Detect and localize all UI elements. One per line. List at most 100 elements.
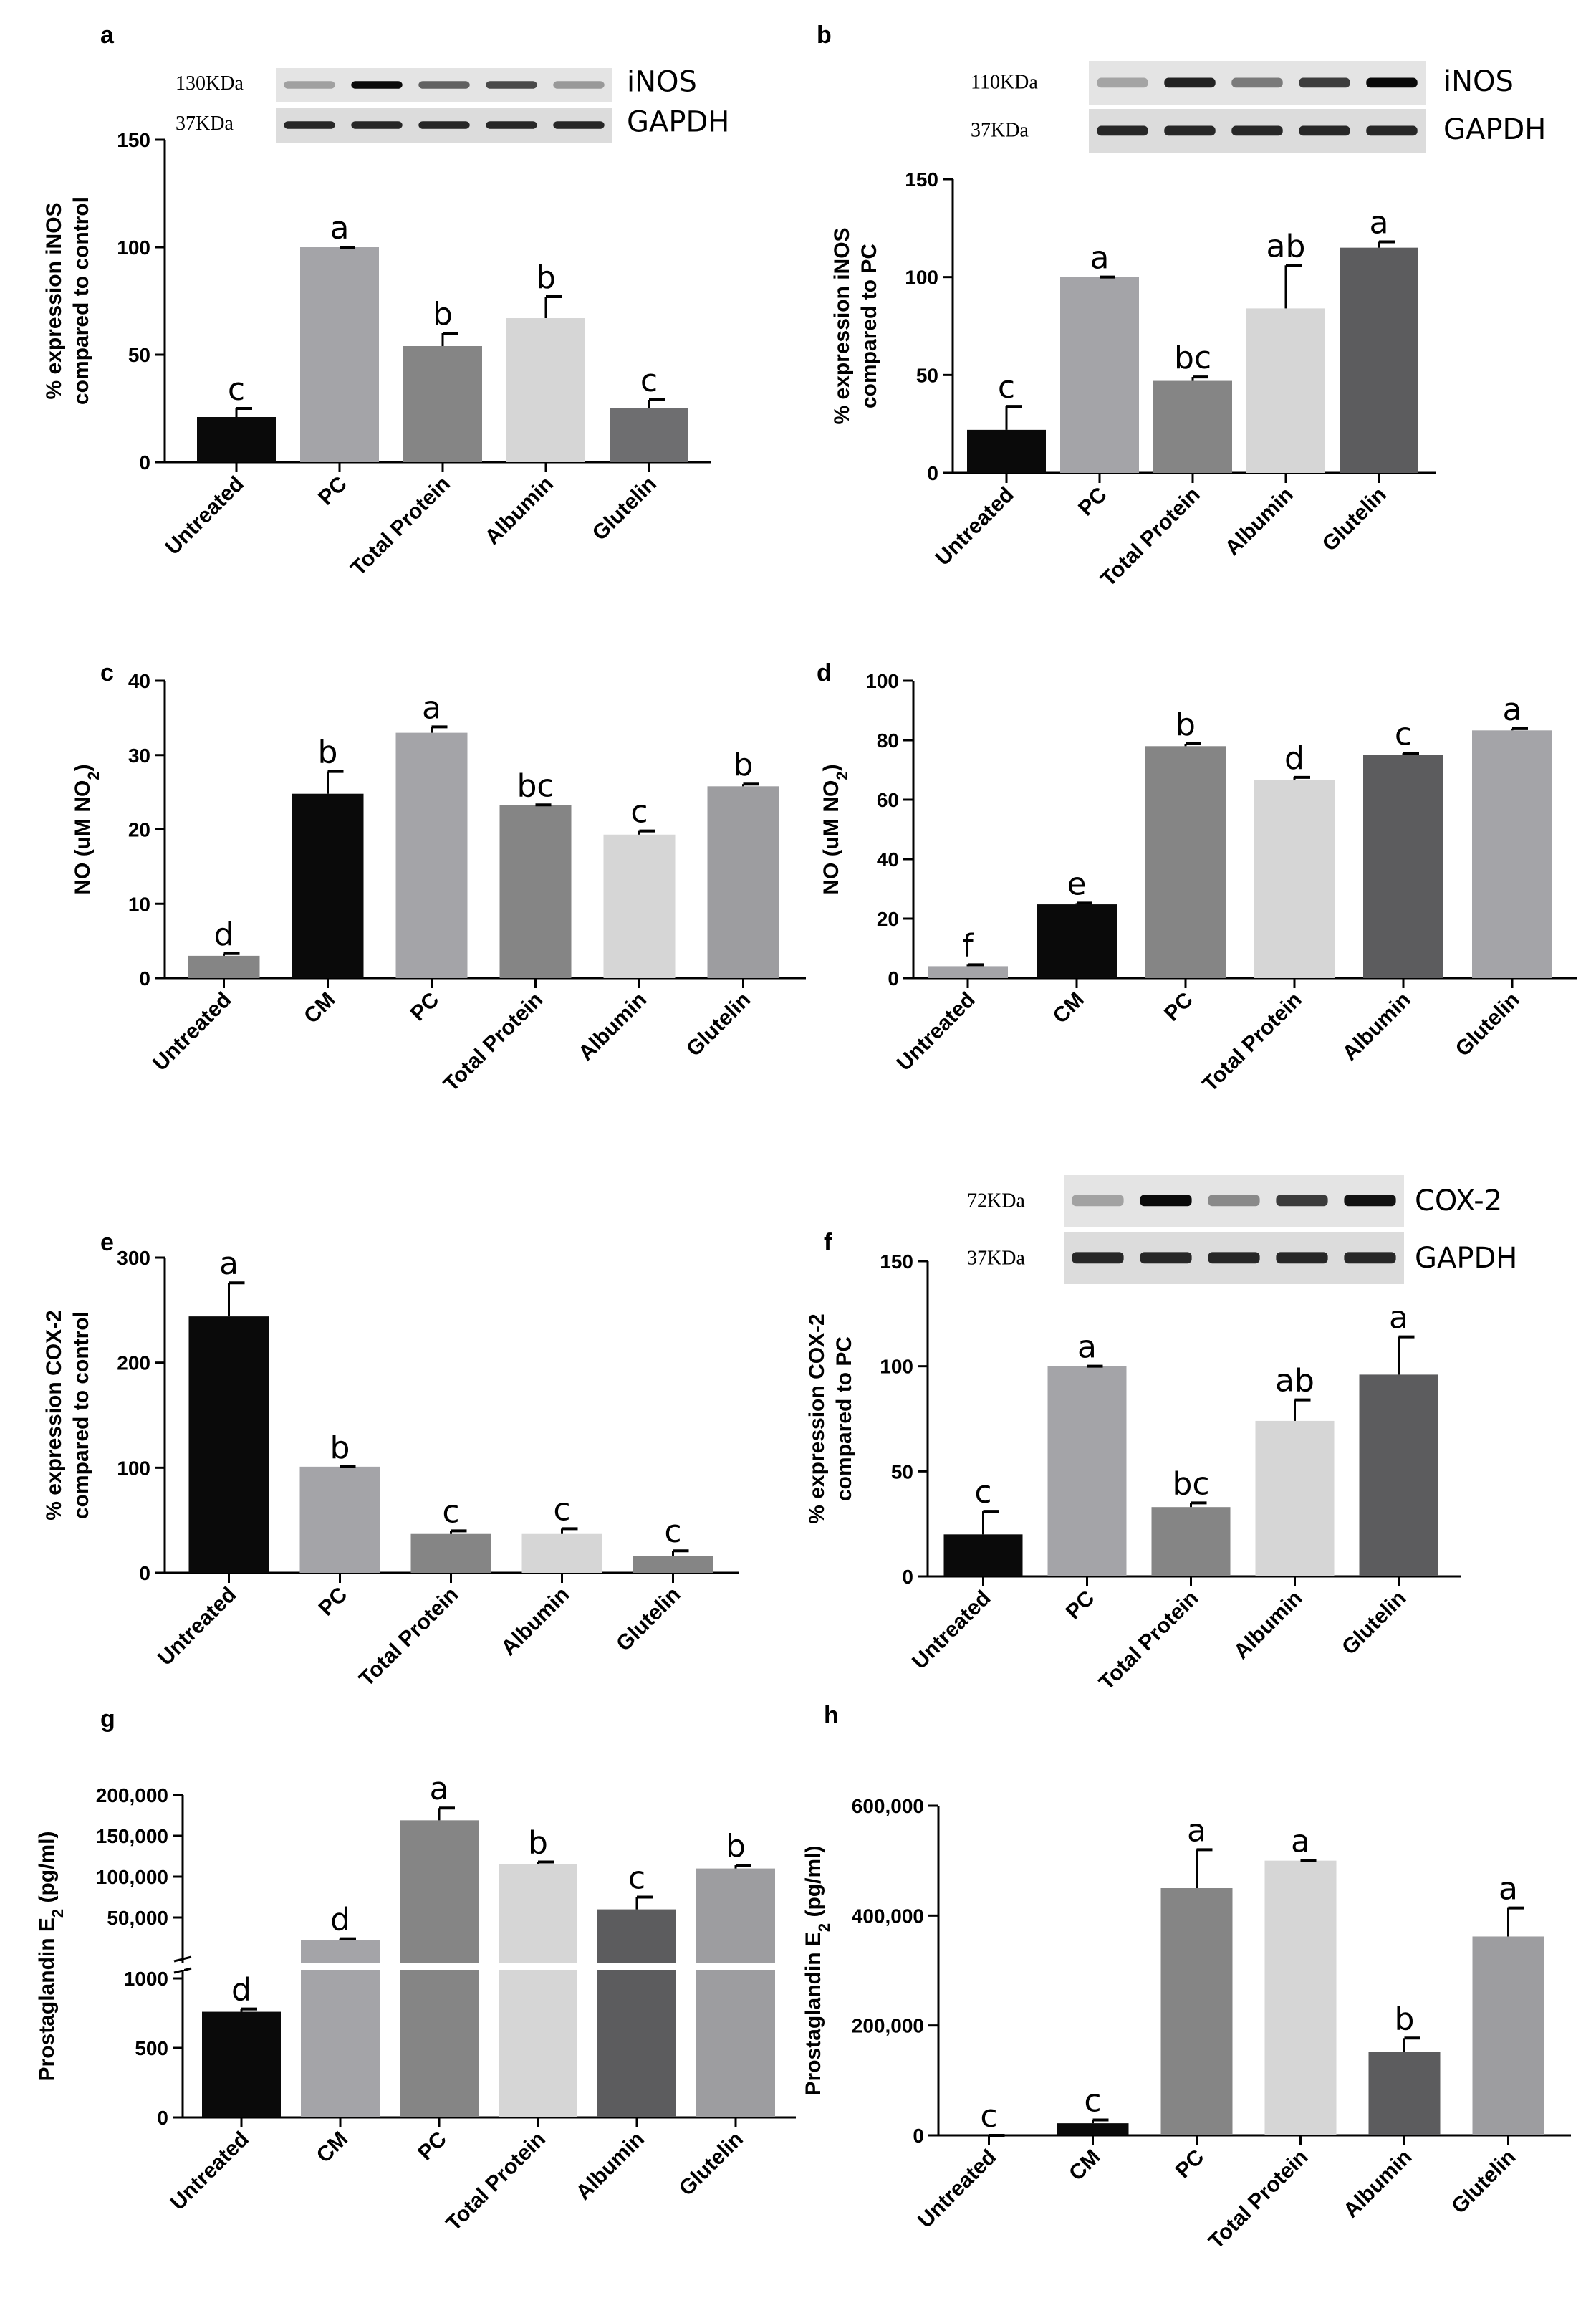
panel-f: f 0 50 100 150 % expression COX-2 compared to …	[805, 1175, 1517, 1695]
bar	[1472, 730, 1552, 978]
bar	[1254, 780, 1335, 978]
y-axis-label-main: NO (uM NO	[71, 780, 95, 895]
category-label: Glutelin	[1318, 483, 1391, 556]
category-label: PC	[1171, 2145, 1209, 2183]
bar	[1057, 2123, 1129, 2135]
significance-letter: c	[998, 369, 1015, 406]
significance-letter: b	[528, 1824, 548, 1861]
category-label: Untreated	[931, 483, 1019, 570]
significance-letter: d	[214, 916, 234, 953]
category-label: Total Protein	[355, 1583, 463, 1691]
panel-b: b 0 50 100 150 % expression iNOS compared to P…	[817, 21, 1546, 591]
y-axis-label-sub: 2	[815, 1923, 833, 1932]
category-label: PC	[1160, 988, 1198, 1026]
category-label: CM	[1049, 988, 1089, 1028]
y-tick-label: 100	[865, 670, 899, 692]
blot-kda-label: 37KDa	[967, 1248, 1025, 1270]
blot-band	[1097, 125, 1148, 136]
significance-letter: b	[330, 1430, 350, 1466]
panel-g: g 0 500 1000 50,000 100,000 150,000 200,000 Pros…	[35, 1705, 796, 2236]
bar	[202, 2011, 281, 2117]
y-axis-label-line: compared to PC	[857, 244, 881, 408]
y-axis-label-line: compared to control	[69, 197, 93, 405]
category-label: Albumin	[1221, 483, 1298, 560]
blot-band	[1276, 1252, 1328, 1264]
y-tick-label: 0	[139, 967, 150, 990]
blot-band	[1299, 125, 1350, 136]
bar	[188, 955, 260, 978]
significance-letter: bc	[516, 767, 554, 804]
y-tick-label: 0	[157, 2107, 168, 2129]
bar	[707, 786, 779, 978]
category-label: PC	[1074, 483, 1112, 521]
blot-protein-label: iNOS	[627, 66, 697, 99]
y-tick-label: 0	[139, 1562, 150, 1584]
blot-protein-label: GAPDH	[1443, 113, 1546, 146]
category-label: Glutelin	[682, 988, 755, 1061]
blot-band	[1366, 125, 1418, 136]
bar	[506, 318, 585, 462]
category-label: Untreated	[166, 2127, 254, 2215]
bar	[1264, 1860, 1337, 2135]
y-tick-label: 150	[905, 168, 938, 191]
significance-letter: a	[430, 1771, 449, 1807]
y-tick-label: 0	[927, 462, 938, 484]
y-tick-label: 150	[880, 1250, 913, 1273]
bar	[943, 1534, 1023, 1576]
blot-band	[553, 81, 605, 89]
y-tick-label: 20	[877, 908, 899, 930]
blot-band	[553, 121, 605, 129]
significance-letter: c	[553, 1491, 570, 1528]
y-axis-label: % expression iNOS compared to control	[42, 197, 93, 405]
y-axis-label-main: NO (uM NO	[819, 780, 843, 895]
axis-break-mark	[173, 1967, 192, 1974]
y-axis-label: % expression COX-2 compared to PC	[805, 1313, 856, 1523]
category-label: PC	[314, 472, 352, 510]
significance-letter: b	[536, 259, 556, 296]
y-tick-label: 100	[905, 267, 938, 289]
y-axis-label-line: % expression COX-2	[805, 1313, 829, 1523]
y-axis-label: NO (uM NO2)	[71, 764, 102, 894]
y-axis-label-main: Prostaglandin E	[802, 1932, 825, 2095]
y-axis-label: % expression COX-2 compared to control	[42, 1310, 93, 1520]
y-axis-label-end: (pg/ml)	[35, 1832, 59, 1909]
y-tick-label: 300	[117, 1247, 150, 1269]
panel-d: d 0 20 40 60 80 100 NO (uM NO2) f Untreated e CM b PC…	[817, 659, 1577, 1096]
y-axis-label-end: )	[71, 764, 95, 771]
y-axis-label: Prostaglandin E2 (pg/ml)	[35, 1832, 67, 2082]
y-axis-label-line: compared to PC	[832, 1336, 856, 1501]
y-tick-label: 500	[135, 2037, 168, 2059]
blot-band	[1208, 1252, 1260, 1264]
y-tick-label: 0	[913, 2125, 924, 2147]
y-tick-label: 100	[880, 1356, 913, 1378]
bar	[299, 1466, 380, 1573]
significance-letter: ab	[1266, 228, 1306, 264]
category-label: Untreated	[153, 1583, 241, 1670]
blot-band	[1140, 1252, 1192, 1264]
blot-kda-label: 37KDa	[971, 119, 1029, 141]
y-tick-label: 100	[117, 1457, 150, 1479]
category-label: Glutelin	[1337, 1586, 1410, 1660]
blot-band	[1231, 125, 1283, 136]
category-label: Untreated	[161, 472, 249, 560]
blot-band	[1140, 1195, 1192, 1207]
y-tick-label: 50	[891, 1460, 913, 1483]
y-axis-label-sub: 2	[85, 771, 102, 780]
significance-letter: c	[442, 1493, 459, 1530]
y-tick-label: 0	[902, 1566, 913, 1588]
category-label: PC	[314, 1583, 352, 1621]
significance-letter: a	[1499, 1871, 1518, 1907]
panel-label: e	[100, 1229, 114, 1256]
significance-letter: b	[433, 296, 453, 332]
significance-letter: a	[1187, 1812, 1206, 1849]
bar	[610, 408, 688, 462]
bar-break-gap	[299, 1963, 381, 1970]
panel-label: c	[100, 659, 114, 686]
bar	[1153, 380, 1232, 473]
bar	[1145, 746, 1226, 978]
category-label: Total Protein	[347, 472, 455, 580]
significance-letter: d	[1284, 740, 1304, 777]
y-tick-label: 60	[877, 789, 899, 811]
bar	[300, 247, 379, 462]
